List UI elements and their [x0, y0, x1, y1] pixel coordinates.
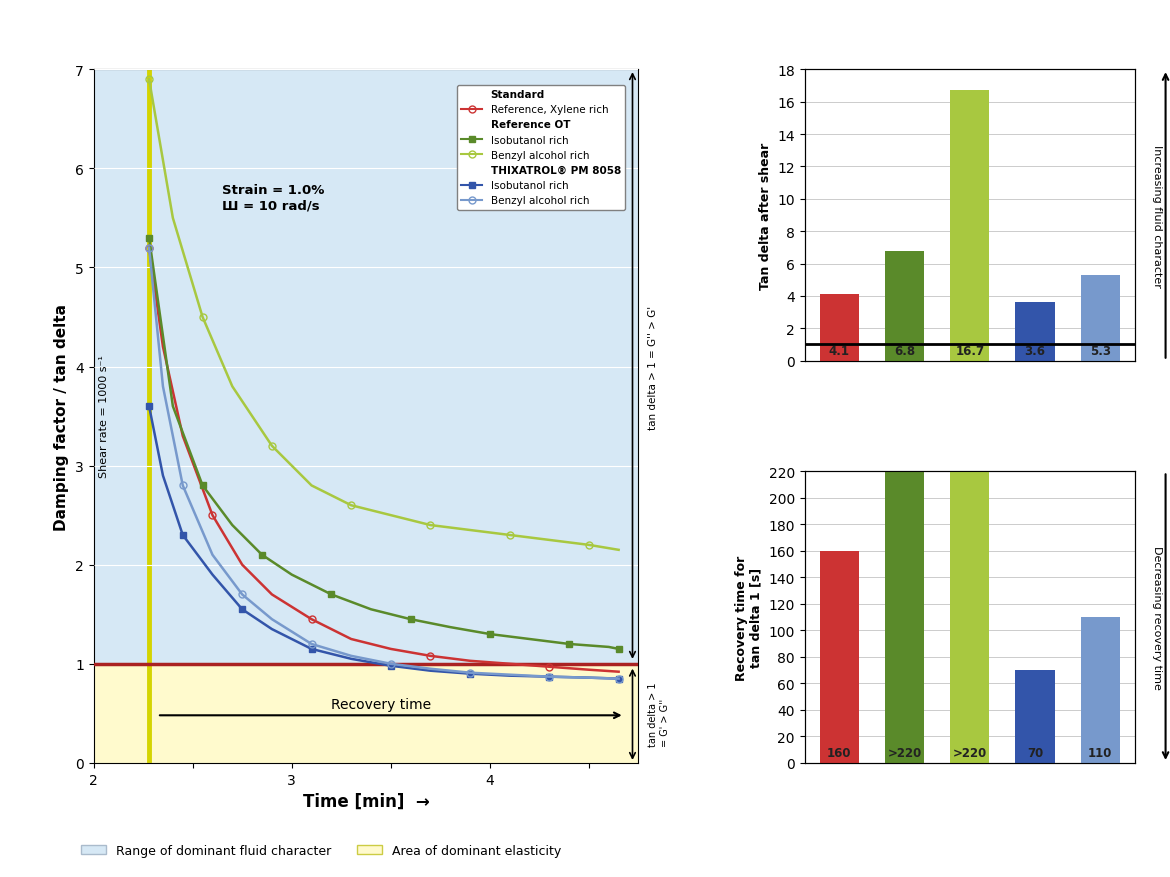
Text: 5.3: 5.3 [1089, 345, 1110, 357]
Bar [885, 252, 924, 361]
Legend: Standard, Reference, Xylene rich, Reference OT, Isobutanol rich, Benzyl alcohol : Standard, Reference, Xylene rich, Refere… [457, 86, 625, 210]
Bar [1016, 670, 1054, 763]
Text: Shear rate = 1000 s⁻¹: Shear rate = 1000 s⁻¹ [99, 355, 110, 478]
Y-axis label: Decreasing recovery time: Decreasing recovery time [1151, 545, 1162, 689]
Text: 110: 110 [1088, 746, 1113, 759]
Bar [94, 664, 639, 763]
Text: 70: 70 [1027, 746, 1044, 759]
Y-axis label: Damping factor / tan delta: Damping factor / tan delta [55, 303, 69, 530]
Text: 16.7: 16.7 [955, 345, 984, 357]
Bar [1081, 617, 1120, 763]
Bar [1016, 303, 1054, 361]
Text: Recovery time: Recovery time [331, 697, 431, 711]
Y-axis label: Increasing fluid character: Increasing fluid character [1151, 145, 1162, 287]
Text: 3.6: 3.6 [1025, 345, 1046, 357]
Text: >220: >220 [952, 746, 987, 759]
Legend: Range of dominant fluid character, Area of dominant elasticity: Range of dominant fluid character, Area … [76, 839, 566, 862]
Bar [950, 472, 990, 763]
Bar [820, 552, 859, 763]
Text: Strain = 1.0%
Ш = 10 rad/s: Strain = 1.0% Ш = 10 rad/s [222, 184, 325, 212]
Text: 6.8: 6.8 [894, 345, 915, 357]
Text: 160: 160 [827, 746, 852, 759]
Bar [950, 91, 990, 361]
Text: 4.1: 4.1 [828, 345, 849, 357]
Y-axis label: Tan delta after shear: Tan delta after shear [758, 142, 772, 289]
Bar [820, 295, 859, 361]
Text: tan delta > 1 = G'' > G': tan delta > 1 = G'' > G' [648, 305, 659, 429]
Y-axis label: Recovery time for
tan delta 1 [s]: Recovery time for tan delta 1 [s] [735, 555, 763, 680]
Text: >220: >220 [887, 746, 922, 759]
X-axis label: Time [min]  →: Time [min] → [303, 792, 429, 810]
Bar [1081, 275, 1120, 361]
Text: tan delta > 1
= G' > G'': tan delta > 1 = G' > G'' [648, 681, 670, 745]
Bar [885, 472, 924, 763]
